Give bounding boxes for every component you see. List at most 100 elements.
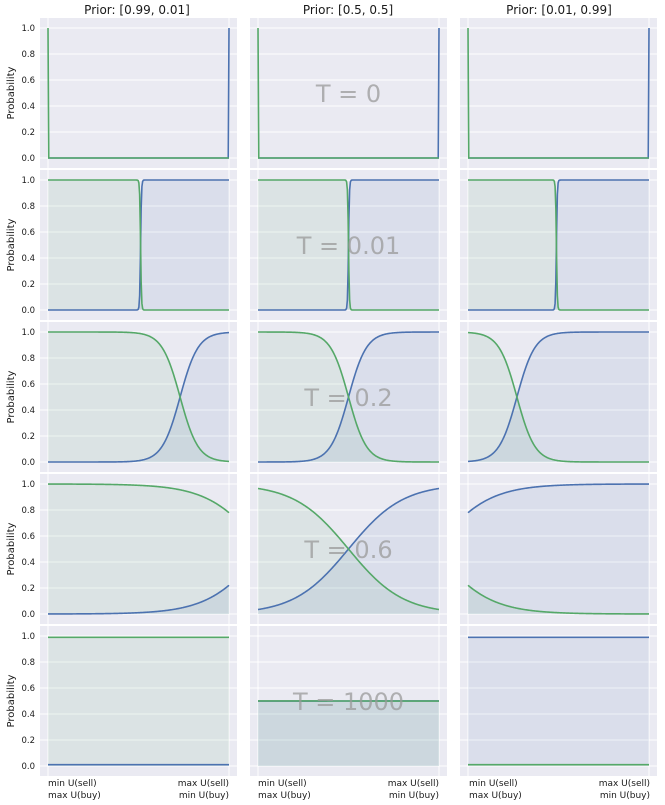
y-tick-label: 0.4 [21,558,35,568]
buy-area [258,700,439,766]
y-tick-label: 0.6 [21,532,35,542]
panel-r3-c3 [460,322,657,472]
panel-r4-c2: T = 0.6 [250,474,447,624]
temperature-label: T = 0.6 [303,536,392,564]
y-tick-label: 0.6 [21,684,35,694]
y-tick-label: 1.0 [21,480,35,490]
x-tick-left-line2-col1: max U(buy) [48,791,101,801]
x-tick-right-line1-col3: max U(sell) [599,779,650,789]
sell-line [468,179,649,311]
y-tick-label: 0.0 [21,458,35,468]
panel-r2-c3 [460,170,657,320]
buy-line [468,179,649,311]
buy-area [48,332,229,462]
column-titles: Prior: [0.99, 0.01] Prior: [0.5, 0.5] Pr… [84,3,612,17]
panel-background [40,474,237,624]
y-tick-label: 0.4 [21,710,35,720]
sell-line [48,483,230,514]
panel-background [40,626,237,776]
y-tick-label: 0.2 [21,128,35,138]
y-tick-label: 1.0 [21,328,35,338]
sell-line [467,584,649,615]
y-tick-label: 0.8 [21,658,35,668]
panel-background [460,170,657,320]
y-tick-label: 1.0 [21,176,35,186]
sell-line [258,179,439,311]
sell-area [48,637,229,766]
y-tick-label: 0.2 [21,280,35,290]
y-tick-label: 0.0 [21,610,35,620]
buy-line [48,179,229,311]
temperature-label: T = 0.01 [296,232,400,260]
y-tick-label: 0.2 [21,584,35,594]
buy-area [48,180,229,310]
sell-line [257,487,440,611]
panel-background [40,170,237,320]
column-title-2: Prior: [0.5, 0.5] [303,3,393,17]
sell-line [467,27,649,159]
y-tick-label: 0.4 [21,254,35,264]
x-tick-left-line2-col3: max U(buy) [469,791,522,801]
buy-area [468,637,649,766]
panel-background [460,18,657,168]
panel-r5-c2: T = 1000 [250,626,447,776]
buy-line [48,584,230,615]
sell-area [48,180,229,310]
y-tick-label: 0.8 [21,506,35,516]
buy-area [258,488,439,614]
sell-line [467,331,649,463]
temperature-label: T = 0.2 [303,384,392,412]
panels: 0.0 0.2 0.4 0.6 0.8 1.0 Probability T = 0 0.0 0.2… [6,18,657,776]
y-tick-label: 0.8 [21,354,35,364]
column-title-3: Prior: [0.01, 0.99] [506,3,612,17]
y-axis-label: Probability [6,218,17,271]
buy-line [467,483,649,514]
x-tick-right-line1-col2: max U(sell) [388,779,439,789]
sell-line [258,331,439,463]
sell-area [258,488,439,614]
x-tick-right-line2-col3: min U(buy) [600,791,650,801]
buy-area [468,180,649,310]
panel-background [460,626,657,776]
panel-r4-c1: 0.0 0.2 0.4 0.6 0.8 1.0 Probability [6,474,237,624]
x-tick-labels: min U(sell) max U(buy) max U(sell) min U… [48,779,650,801]
panel-r3-c1: 0.0 0.2 0.4 0.6 0.8 1.0 Probability [6,322,237,472]
y-tick-label: 0.6 [21,380,35,390]
panel-r2-c1: 0.0 0.2 0.4 0.6 0.8 1.0 Probability [6,170,237,320]
x-tick-left-line1-col2: min U(sell) [258,779,307,789]
x-tick-right-line2-col1: min U(buy) [179,791,229,801]
sell-area [258,700,439,766]
y-tick-label: 0.2 [21,432,35,442]
panel-r2-c2: T = 0.01 [250,170,447,320]
y-tick-label: 0.8 [21,50,35,60]
temperature-label: T = 1000 [292,688,404,716]
y-tick-label: 0.4 [21,102,35,112]
y-tick-label: 0.8 [21,202,35,212]
y-tick-label: 0.6 [21,76,35,86]
buy-line [467,331,649,463]
sell-line [47,27,229,159]
y-axis-label: Probability [6,674,17,727]
y-tick-label: 1.0 [21,24,35,34]
panel-r5-c3 [460,626,657,776]
column-title-1: Prior: [0.99, 0.01] [84,3,190,17]
sell-line [48,179,229,311]
panel-background [250,18,447,168]
sell-area [468,332,649,462]
y-tick-label: 0.0 [21,762,35,772]
sell-area [468,180,649,310]
y-tick-label: 0.4 [21,406,35,416]
panel-r4-c3 [460,474,657,624]
panel-r1-c1: 0.0 0.2 0.4 0.6 0.8 1.0 Probability [6,18,237,168]
panel-background [40,322,237,472]
buy-area [48,585,229,614]
x-tick-right-line2-col2: min U(buy) [389,791,439,801]
x-tick-left-line1-col1: min U(sell) [48,779,97,789]
temperature-label: T = 0 [315,80,381,108]
sell-area [48,332,229,462]
panel-background [460,322,657,472]
y-axis-label: Probability [6,370,17,423]
sell-area [468,585,649,614]
y-axis-label: Probability [6,66,17,119]
